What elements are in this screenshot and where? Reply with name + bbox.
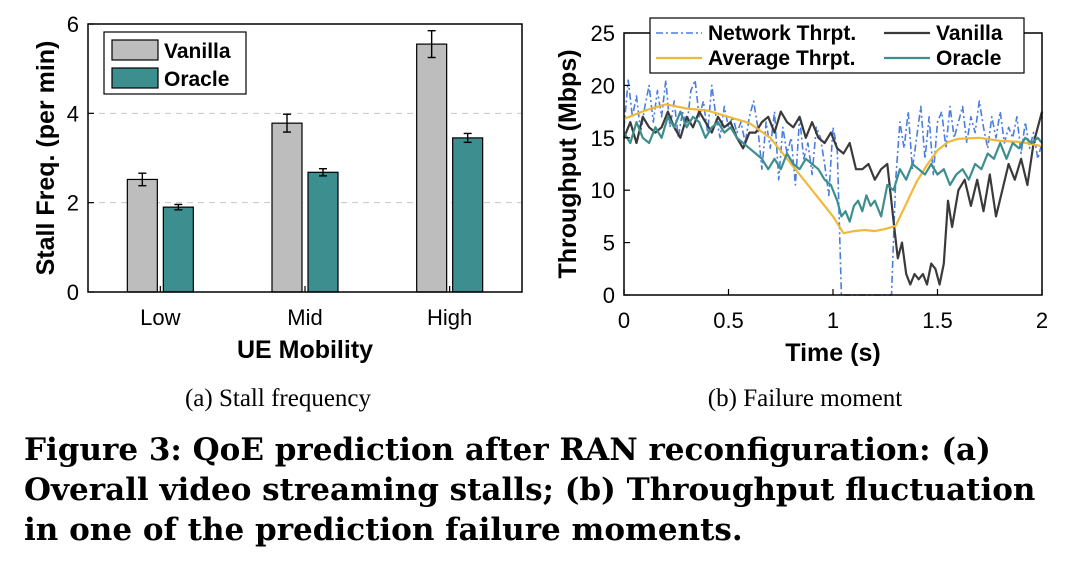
y-tick-label: 0 (603, 283, 615, 308)
series-line-average-thrpt (623, 103, 1043, 235)
legend-swatch-oracle (111, 67, 159, 89)
chart-b-x-ticks: 0 0.5 1 1.5 2 (618, 289, 1048, 333)
series-line-network-thrpt (623, 79, 1043, 296)
chart-b-lines (622, 79, 1044, 296)
figure-caption: Figure 3: QoE prediction after RAN recon… (24, 432, 1036, 548)
bar-vanilla-high (416, 43, 448, 293)
chart-a-bars (126, 30, 484, 293)
y-tick-label: 15 (591, 126, 615, 151)
legend-label-network-thrpt: Network Thrpt. (708, 22, 856, 45)
chart-stall-frequency: 0 2 4 6 Low Mid High Stall Freq. (per min) UE… (32, 12, 523, 412)
x-tick-label: 1.5 (922, 308, 953, 333)
y-tick-label: 25 (591, 21, 615, 46)
x-tick-label-low: Low (140, 305, 180, 330)
chart-a-subcaption: (a) Stall frequency (185, 385, 372, 412)
legend-label-oracle-b: Oracle (936, 47, 1001, 70)
x-tick-label: 0 (618, 308, 630, 333)
chart-a-legend: Vanilla Oracle (103, 31, 247, 95)
legend-label-oracle: Oracle (164, 68, 229, 91)
x-tick-label-high: High (427, 305, 472, 330)
chart-b-legend-box (649, 17, 1025, 74)
bar-vanilla-mid (271, 122, 303, 293)
y-tick-label: 6 (67, 12, 79, 37)
chart-a-y-axis-label: Stall Freq. (per min) (32, 41, 60, 276)
legend-label-vanilla: Vanilla (164, 40, 231, 63)
y-tick-label: 20 (591, 73, 615, 98)
figure-canvas: 0 2 4 6 Low Mid High Stall Freq. (per min) UE… (32, 12, 1048, 412)
chart-b-y-ticks: 0 5 10 15 20 25 (591, 21, 630, 308)
y-tick-label: 4 (67, 101, 79, 126)
legend-swatch-vanilla (111, 39, 159, 61)
x-tick-label: 2 (1036, 308, 1048, 333)
bar-vanilla-low (126, 178, 158, 293)
chart-b-subcaption: (b) Failure moment (708, 385, 902, 412)
legend-label-average-thrpt: Average Thrpt. (708, 47, 855, 70)
legend-label-vanilla-b: Vanilla (936, 22, 1003, 45)
chart-a-x-ticks: Low Mid High (140, 286, 472, 330)
x-tick-label: 0.5 (713, 308, 744, 333)
bar-oracle-mid (307, 171, 339, 293)
bar-oracle-low (162, 206, 194, 293)
x-tick-label: 1 (827, 308, 839, 333)
chart-b-x-axis-label: Time (s) (785, 339, 880, 367)
chart-a-x-axis-label: UE Mobility (237, 336, 373, 364)
y-tick-label: 10 (591, 178, 615, 203)
chart-b-y-axis-label: Throughput (Mbps) (554, 49, 582, 278)
chart-failure-moment: 0 5 10 15 20 25 0 0.5 1 1.5 2 Throughput (Mbps) T… (554, 17, 1048, 412)
chart-b-legend: Network Thrpt. Vanilla Average Thrpt. Or… (649, 17, 1025, 74)
x-tick-label-mid: Mid (287, 305, 322, 330)
series-line-oracle (623, 110, 1043, 223)
y-tick-label: 0 (67, 280, 79, 305)
series-line-vanilla (622, 110, 1044, 286)
bar-oracle-high (452, 137, 484, 293)
y-tick-label: 2 (67, 191, 79, 216)
chart-a-y-ticks: 0 2 4 6 (67, 12, 94, 305)
y-tick-label: 5 (603, 231, 615, 256)
